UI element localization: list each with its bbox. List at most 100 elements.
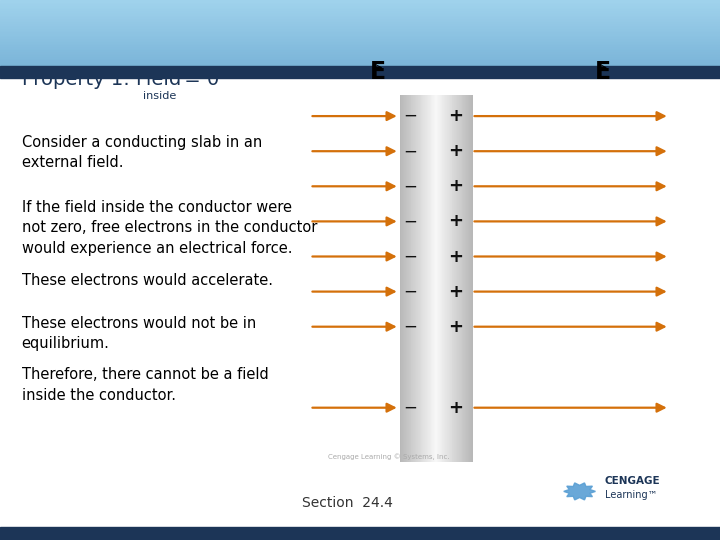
Bar: [0, 58, 720, 59]
Bar: [464, 94, 465, 462]
Bar: [424, 94, 426, 462]
Bar: [459, 94, 461, 462]
Bar: [418, 94, 420, 462]
Bar: [431, 94, 433, 462]
Text: +: +: [449, 247, 463, 266]
Text: Therefore, there cannot be a field
inside the conductor.: Therefore, there cannot be a field insid…: [22, 367, 269, 403]
Bar: [0, 41, 720, 43]
Bar: [430, 94, 431, 462]
Bar: [460, 94, 462, 462]
Bar: [402, 94, 403, 462]
Text: $\mathbf{E}$: $\mathbf{E}$: [594, 60, 611, 84]
Text: Section  24.4: Section 24.4: [302, 496, 393, 510]
Bar: [427, 94, 428, 462]
Bar: [0, 35, 720, 36]
Bar: [454, 94, 456, 462]
Bar: [420, 94, 422, 462]
Bar: [471, 94, 472, 462]
Bar: [0, 36, 720, 38]
Bar: [0, 6, 720, 8]
Bar: [0, 28, 720, 30]
Bar: [0, 11, 720, 13]
Bar: [400, 94, 401, 462]
Bar: [410, 94, 412, 462]
Bar: [0, 55, 720, 56]
Bar: [436, 94, 438, 462]
Bar: [407, 94, 408, 462]
Bar: [0, 66, 720, 78]
Text: −: −: [403, 282, 418, 301]
Bar: [0, 8, 720, 10]
Bar: [469, 94, 472, 462]
Bar: [0, 23, 720, 25]
Bar: [446, 94, 448, 462]
Text: inside: inside: [143, 91, 176, 101]
Bar: [444, 94, 445, 462]
Bar: [416, 94, 418, 462]
Bar: [0, 13, 720, 15]
Bar: [433, 94, 434, 462]
Bar: [437, 94, 438, 462]
Text: If the field inside the conductor were
not zero, free electrons in the conductor: If the field inside the conductor were n…: [22, 200, 317, 255]
Bar: [420, 94, 421, 462]
Bar: [0, 10, 720, 11]
Bar: [454, 94, 455, 462]
Text: +: +: [449, 399, 463, 417]
Bar: [456, 94, 458, 462]
Bar: [409, 94, 410, 462]
Bar: [0, 26, 720, 28]
Bar: [0, 48, 720, 50]
Text: Cengage Learning © Systems, Inc.: Cengage Learning © Systems, Inc.: [328, 454, 449, 460]
Bar: [428, 94, 429, 462]
Bar: [0, 30, 720, 31]
Bar: [0, 18, 720, 20]
Bar: [431, 94, 432, 462]
Bar: [442, 94, 444, 462]
Bar: [0, 38, 720, 39]
Bar: [406, 94, 408, 462]
Bar: [441, 94, 442, 462]
Bar: [448, 94, 449, 462]
Bar: [445, 94, 447, 462]
Bar: [434, 94, 436, 462]
Bar: [455, 94, 456, 462]
Text: −: −: [403, 212, 418, 231]
Bar: [0, 2, 720, 3]
Text: −: −: [403, 399, 418, 417]
Polygon shape: [564, 483, 595, 500]
Bar: [440, 94, 441, 462]
Bar: [0, 526, 720, 540]
Bar: [466, 94, 468, 462]
Bar: [449, 94, 451, 462]
Bar: [413, 94, 414, 462]
Text: $\mathbf{E}$: $\mathbf{E}$: [369, 60, 386, 84]
Text: = 0: = 0: [178, 70, 219, 89]
Bar: [450, 94, 451, 462]
Bar: [458, 94, 459, 462]
Bar: [0, 53, 720, 55]
Bar: [444, 94, 446, 462]
Bar: [438, 94, 439, 462]
Bar: [451, 94, 452, 462]
Text: −: −: [403, 177, 418, 195]
Bar: [0, 39, 720, 41]
Bar: [429, 94, 431, 462]
Text: +: +: [449, 177, 463, 195]
Text: +: +: [449, 107, 463, 125]
Bar: [465, 94, 467, 462]
Bar: [413, 94, 415, 462]
Bar: [0, 51, 720, 53]
Text: These electrons would not be in
equilibrium.: These electrons would not be in equilibr…: [22, 316, 256, 352]
Bar: [423, 94, 425, 462]
Bar: [0, 64, 720, 66]
Bar: [438, 94, 441, 462]
Bar: [433, 94, 435, 462]
Bar: [421, 94, 423, 462]
Bar: [426, 94, 428, 462]
Text: Learning™: Learning™: [605, 489, 657, 500]
Bar: [411, 94, 413, 462]
Text: These electrons would accelerate.: These electrons would accelerate.: [22, 273, 273, 288]
Bar: [408, 94, 410, 462]
Bar: [419, 94, 420, 462]
Bar: [0, 15, 720, 16]
